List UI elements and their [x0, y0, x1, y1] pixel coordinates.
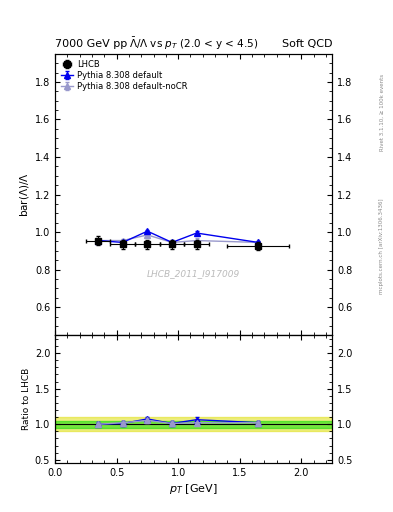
- Title: $\bar{\Lambda}/\Lambda$ vs $p_T$ (2.0 < y < 4.5): $\bar{\Lambda}/\Lambda$ vs $p_T$ (2.0 < …: [129, 36, 258, 52]
- X-axis label: $p_T$ [GeV]: $p_T$ [GeV]: [169, 482, 218, 497]
- Bar: [55, 421, 332, 428]
- Y-axis label: Ratio to LHCB: Ratio to LHCB: [22, 368, 31, 431]
- Text: 7000 GeV pp: 7000 GeV pp: [55, 38, 127, 49]
- Y-axis label: bar($\Lambda$)/$\Lambda$: bar($\Lambda$)/$\Lambda$: [18, 172, 31, 217]
- Text: mcplots.cern.ch [arXiv:1306.3436]: mcplots.cern.ch [arXiv:1306.3436]: [380, 198, 384, 293]
- Legend: LHCB, Pythia 8.308 default, Pythia 8.308 default-noCR: LHCB, Pythia 8.308 default, Pythia 8.308…: [59, 58, 189, 93]
- Text: Soft QCD: Soft QCD: [282, 38, 332, 49]
- Text: LHCB_2011_I917009: LHCB_2011_I917009: [147, 269, 240, 278]
- Text: Rivet 3.1.10, ≥ 100k events: Rivet 3.1.10, ≥ 100k events: [380, 74, 384, 151]
- Bar: [55, 417, 332, 431]
